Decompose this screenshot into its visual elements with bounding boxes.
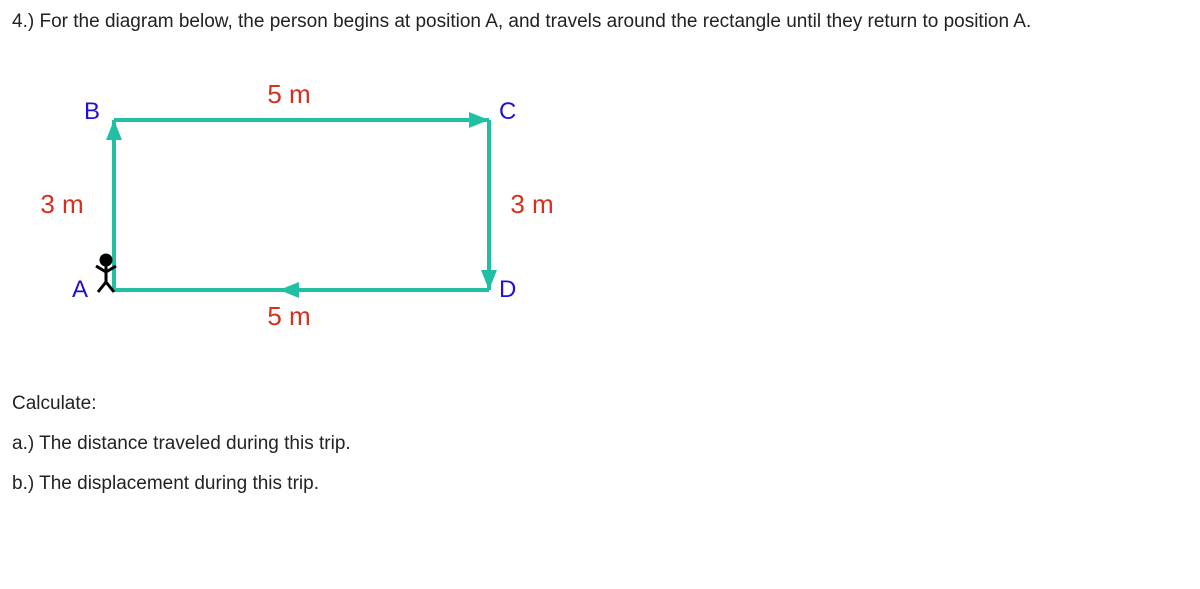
corner-a: A (72, 276, 88, 303)
label-right: 3 m (510, 189, 553, 219)
rectangle-diagram: 5 m 5 m 3 m 3 m B C A D (24, 65, 584, 365)
sub-question-a: a.) The distance traveled during this tr… (12, 433, 1188, 455)
label-left: 3 m (40, 189, 83, 219)
arrow-up (106, 120, 122, 140)
calculate-heading: Calculate: (12, 393, 1188, 415)
question-text: 4.) For the diagram below, the person be… (12, 8, 1188, 37)
question-number: 4.) (12, 11, 34, 32)
corner-c: C (499, 98, 516, 125)
arrow-down (481, 270, 497, 290)
sub-question-b: b.) The displacement during this trip. (12, 473, 1188, 495)
corner-d: D (499, 276, 516, 303)
label-top: 5 m (267, 79, 310, 109)
label-bottom: 5 m (267, 301, 310, 331)
question-body: For the diagram below, the person begins… (39, 11, 1031, 32)
corner-b: B (84, 98, 100, 125)
arrow-right (469, 112, 489, 128)
arrow-left (279, 282, 299, 298)
